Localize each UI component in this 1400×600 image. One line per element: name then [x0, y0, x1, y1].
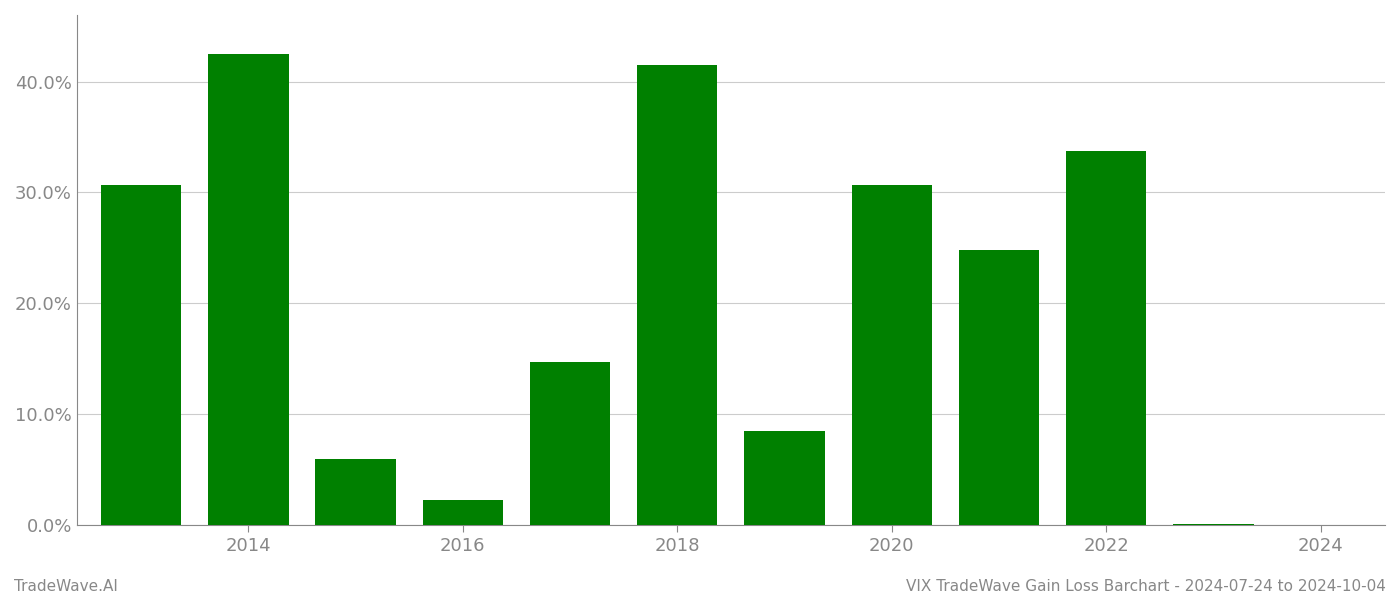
Bar	[529, 362, 610, 525]
Bar	[1173, 524, 1253, 525]
Bar	[101, 185, 181, 525]
Bar	[1065, 151, 1147, 525]
Bar	[423, 500, 503, 525]
Bar	[315, 458, 396, 525]
Bar	[637, 65, 717, 525]
Bar	[745, 431, 825, 525]
Text: TradeWave.AI: TradeWave.AI	[14, 579, 118, 594]
Bar	[209, 54, 288, 525]
Bar	[851, 185, 932, 525]
Text: VIX TradeWave Gain Loss Barchart - 2024-07-24 to 2024-10-04: VIX TradeWave Gain Loss Barchart - 2024-…	[906, 579, 1386, 594]
Bar	[959, 250, 1039, 525]
